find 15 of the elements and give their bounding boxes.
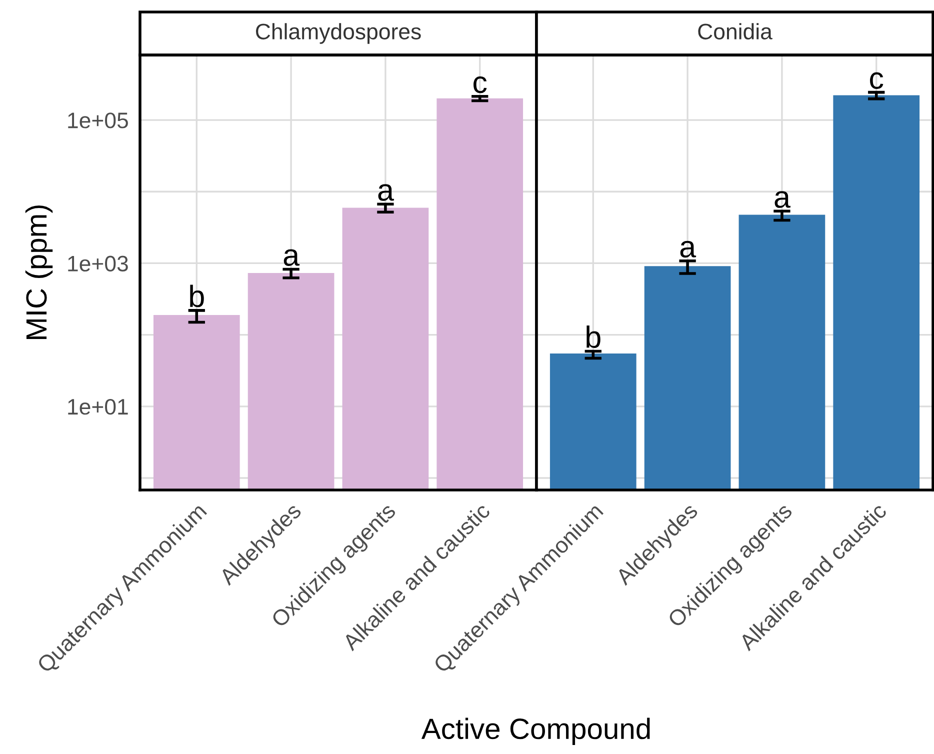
- y-tick-label: 1e+01: [68, 398, 128, 415]
- chart-title: Chlamydospores: [256, 23, 421, 44]
- y-tick-label: 1e+05: [68, 112, 128, 128]
- annotation: a: [378, 184, 394, 201]
- annotation: a: [774, 191, 790, 208]
- chart-title: Conidia: [698, 23, 772, 40]
- annotation: a: [680, 240, 696, 258]
- y-axis-title: MIC (ppm): [25, 205, 53, 339]
- annotation: a: [284, 249, 300, 266]
- annotation: b: [190, 284, 204, 308]
- annotation: c: [474, 76, 487, 94]
- x-axis-title: Active Compound: [421, 718, 650, 745]
- annotation: c: [870, 72, 884, 90]
- annotation: b: [586, 326, 600, 348]
- y-tick-label: 1e+03: [68, 256, 128, 272]
